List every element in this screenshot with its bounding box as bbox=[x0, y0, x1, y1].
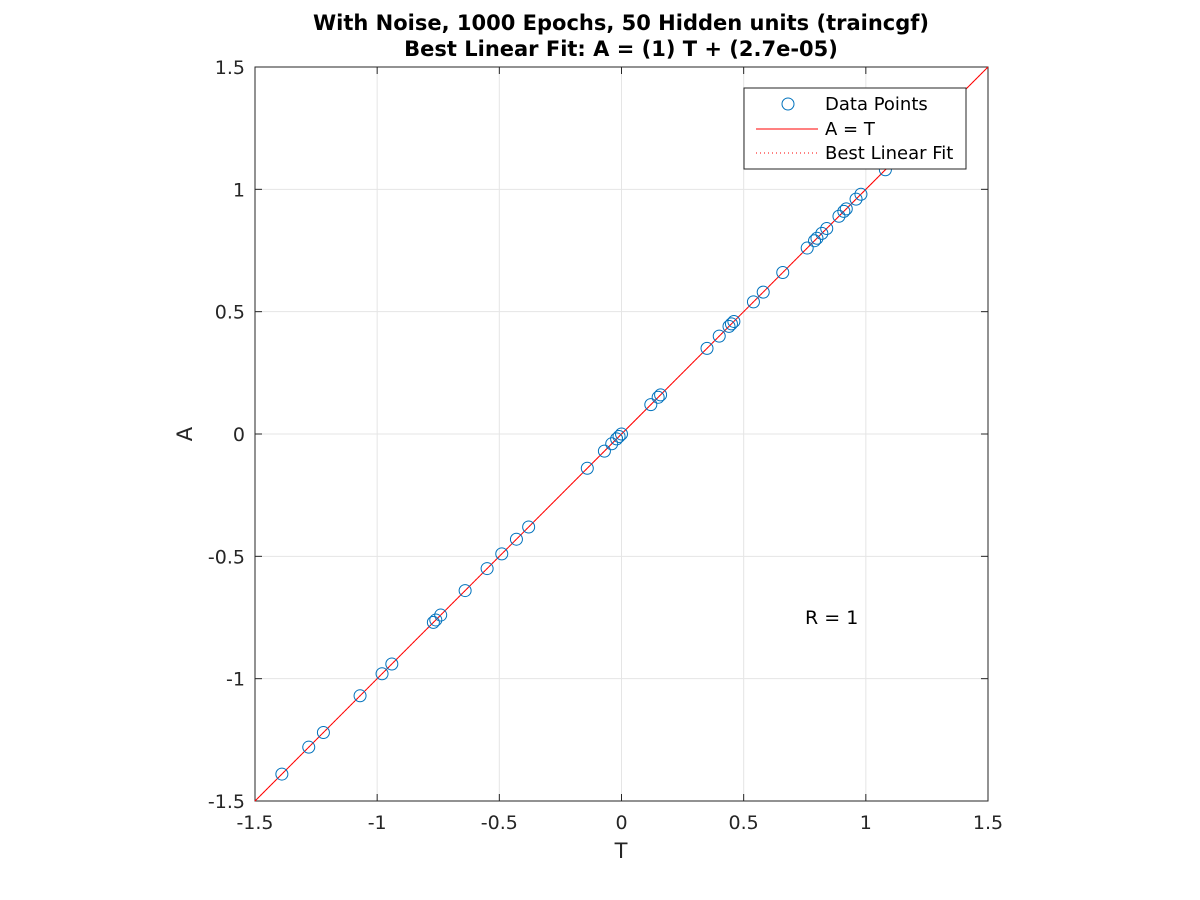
x-tick-label: -1.5 bbox=[236, 812, 273, 834]
data-point bbox=[776, 266, 790, 280]
y-tick-label: 0.5 bbox=[215, 302, 245, 324]
data-point bbox=[580, 461, 594, 475]
y-tick-label: 1 bbox=[233, 179, 245, 201]
data-point bbox=[597, 444, 611, 458]
data-point bbox=[727, 314, 741, 328]
data-point bbox=[837, 204, 851, 218]
data-point bbox=[722, 319, 736, 333]
legend: Data Points A = T Best Linear Fit bbox=[743, 87, 967, 170]
data-point bbox=[700, 341, 714, 355]
data-point bbox=[605, 437, 619, 451]
legend-label-identity: A = T bbox=[825, 119, 876, 140]
data-point bbox=[458, 584, 472, 598]
data-point bbox=[854, 187, 868, 201]
data-point bbox=[429, 613, 443, 627]
data-point bbox=[610, 432, 624, 446]
data-point bbox=[724, 317, 738, 331]
legend-label-best-fit: Best Linear Fit bbox=[825, 143, 953, 164]
data-point bbox=[375, 667, 389, 681]
axis-ticks: -1.5 -1 -0.5 0 0.5 1 1.5 -1.5 -1 -0.5 0 0.5 1 1.5 bbox=[208, 57, 1003, 834]
data-point bbox=[509, 532, 523, 546]
x-tick-label: 0.5 bbox=[729, 812, 759, 834]
y-tick-label: 1.5 bbox=[215, 57, 245, 79]
x-tick-label: 0 bbox=[615, 812, 627, 834]
r-annotation: R = 1 bbox=[805, 607, 858, 629]
data-point bbox=[316, 725, 330, 739]
x-tick-label: 1.5 bbox=[973, 812, 1003, 834]
data-point bbox=[808, 234, 822, 248]
data-point bbox=[275, 767, 289, 781]
data-point bbox=[385, 657, 399, 671]
legend-marker-data-points bbox=[781, 97, 795, 111]
data-point bbox=[849, 192, 863, 206]
best-fit-line bbox=[254, 66, 989, 802]
data-point bbox=[651, 390, 665, 404]
y-tick-label: 0 bbox=[233, 424, 245, 446]
x-tick-label: -0.5 bbox=[481, 812, 518, 834]
data-point bbox=[654, 388, 668, 402]
data-point bbox=[426, 615, 440, 629]
data-point bbox=[302, 740, 316, 754]
y-tick-label: -1.5 bbox=[208, 791, 245, 813]
data-point bbox=[615, 427, 628, 441]
data-point bbox=[495, 547, 509, 561]
data-point bbox=[712, 329, 726, 343]
data-point bbox=[522, 520, 536, 534]
legend-label-data-points: Data Points bbox=[825, 94, 928, 115]
data-point bbox=[815, 226, 829, 240]
chart-title: With Noise, 1000 Epochs, 50 Hidden units… bbox=[313, 11, 929, 35]
data-point bbox=[612, 429, 626, 443]
data-point bbox=[480, 562, 494, 576]
y-tick-label: -1 bbox=[226, 669, 245, 691]
data-point bbox=[820, 221, 834, 235]
x-axis-label: T bbox=[614, 839, 628, 863]
data-points bbox=[275, 163, 892, 781]
y-axis-label: A bbox=[173, 426, 197, 441]
data-point bbox=[353, 689, 367, 703]
data-point bbox=[832, 209, 846, 223]
data-point bbox=[756, 285, 770, 299]
data-point bbox=[644, 398, 658, 412]
y-tick-label: -0.5 bbox=[208, 546, 245, 568]
chart-subtitle: Best Linear Fit: A = (1) T + (2.7e-05) bbox=[404, 37, 838, 61]
data-point bbox=[839, 202, 853, 216]
data-point bbox=[434, 608, 448, 622]
data-point bbox=[810, 231, 824, 245]
x-tick-label: -1 bbox=[368, 812, 387, 834]
data-point bbox=[746, 295, 760, 309]
x-tick-label: 1 bbox=[860, 812, 872, 834]
data-point bbox=[800, 241, 814, 255]
fit-lines bbox=[254, 66, 989, 802]
